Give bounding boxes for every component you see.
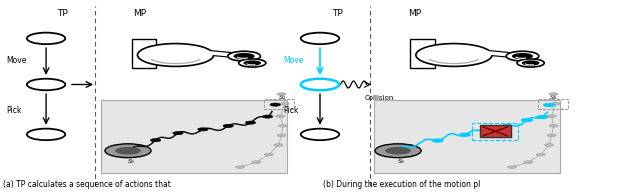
Circle shape bbox=[115, 147, 141, 155]
Circle shape bbox=[234, 53, 255, 59]
Bar bbox=[101, 100, 287, 173]
Circle shape bbox=[27, 129, 65, 140]
Circle shape bbox=[198, 128, 208, 131]
Circle shape bbox=[301, 79, 339, 90]
Text: Move: Move bbox=[283, 56, 303, 65]
Circle shape bbox=[274, 144, 283, 146]
Circle shape bbox=[173, 132, 183, 135]
Circle shape bbox=[549, 124, 558, 127]
Circle shape bbox=[547, 115, 556, 118]
Circle shape bbox=[506, 51, 539, 61]
Text: $S_0$: $S_0$ bbox=[127, 157, 136, 166]
Text: Move: Move bbox=[6, 56, 27, 65]
Circle shape bbox=[416, 44, 492, 66]
Circle shape bbox=[549, 93, 558, 95]
Circle shape bbox=[301, 33, 339, 44]
Circle shape bbox=[512, 53, 533, 59]
Circle shape bbox=[432, 139, 444, 142]
Circle shape bbox=[280, 102, 289, 105]
Circle shape bbox=[105, 144, 151, 158]
Circle shape bbox=[276, 115, 285, 118]
Circle shape bbox=[508, 166, 516, 168]
Circle shape bbox=[270, 103, 280, 106]
Text: (a) TP calculates a sequence of actions that: (a) TP calculates a sequence of actions … bbox=[3, 180, 171, 189]
Circle shape bbox=[522, 60, 540, 66]
Bar bbox=[374, 100, 560, 173]
Circle shape bbox=[245, 121, 255, 124]
Circle shape bbox=[252, 161, 260, 164]
Text: Pick: Pick bbox=[6, 106, 22, 115]
Text: $S_0$: $S_0$ bbox=[397, 157, 406, 166]
Circle shape bbox=[223, 124, 234, 127]
Circle shape bbox=[264, 153, 273, 156]
Circle shape bbox=[301, 129, 339, 140]
Text: $S_G$: $S_G$ bbox=[549, 94, 558, 102]
Text: TP: TP bbox=[333, 9, 343, 18]
Circle shape bbox=[138, 44, 214, 66]
Circle shape bbox=[150, 139, 161, 142]
Bar bbox=[410, 39, 435, 68]
Text: TP: TP bbox=[58, 9, 68, 18]
Circle shape bbox=[277, 134, 286, 137]
Circle shape bbox=[536, 115, 548, 119]
Bar bbox=[132, 39, 156, 68]
Circle shape bbox=[262, 115, 273, 118]
Circle shape bbox=[547, 134, 556, 137]
Circle shape bbox=[521, 118, 532, 122]
Text: Collision: Collision bbox=[365, 95, 394, 101]
Circle shape bbox=[243, 60, 261, 66]
Circle shape bbox=[27, 79, 65, 90]
Circle shape bbox=[27, 33, 65, 44]
Circle shape bbox=[278, 124, 287, 127]
Circle shape bbox=[494, 125, 506, 129]
Text: MP: MP bbox=[408, 9, 421, 18]
Circle shape bbox=[385, 147, 411, 155]
Circle shape bbox=[543, 103, 555, 107]
Bar bbox=[538, 99, 568, 109]
Text: Pick: Pick bbox=[283, 106, 298, 115]
Text: MP: MP bbox=[133, 9, 146, 18]
Bar bbox=[480, 125, 511, 137]
Circle shape bbox=[277, 93, 286, 95]
Bar bbox=[264, 99, 294, 109]
Circle shape bbox=[551, 102, 560, 105]
Circle shape bbox=[375, 144, 421, 158]
Circle shape bbox=[239, 59, 266, 67]
Circle shape bbox=[460, 133, 471, 137]
Circle shape bbox=[236, 166, 244, 168]
Circle shape bbox=[228, 51, 260, 61]
Circle shape bbox=[545, 144, 554, 146]
Text: $S_G$: $S_G$ bbox=[278, 94, 287, 102]
Circle shape bbox=[536, 153, 545, 156]
Circle shape bbox=[524, 161, 532, 164]
Bar bbox=[472, 123, 518, 140]
Circle shape bbox=[517, 59, 544, 67]
Text: (b) During the execution of the motion pl: (b) During the execution of the motion p… bbox=[323, 180, 481, 189]
